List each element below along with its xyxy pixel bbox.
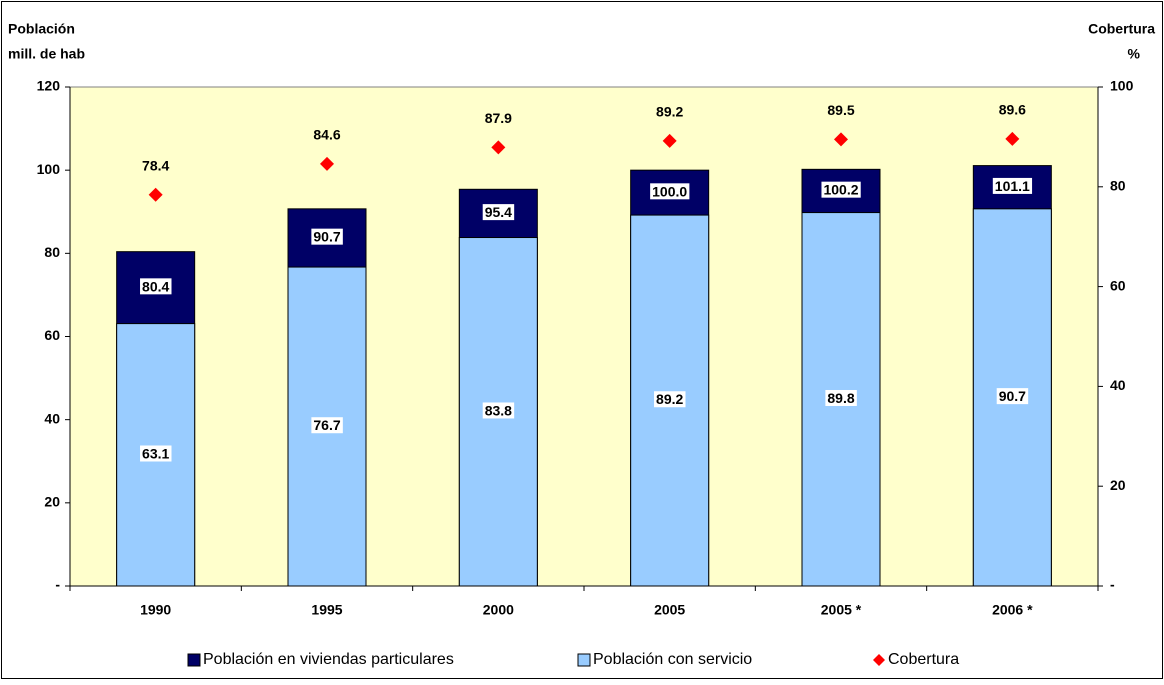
- legend-label: Población en viviendas particulares: [203, 651, 454, 668]
- x-tick-label: 1995: [311, 602, 342, 618]
- y-tick-label: 100: [37, 161, 61, 177]
- data-label-bg: [825, 389, 857, 406]
- data-label: 89.8: [827, 390, 854, 406]
- x-tick-label: 2000: [483, 602, 514, 618]
- data-label: 80.4: [142, 278, 169, 294]
- marker: [662, 133, 677, 148]
- y-axis-label: Población: [8, 21, 75, 37]
- x-tick-label: 2005: [654, 602, 685, 618]
- y-tick-label: 60: [44, 327, 60, 343]
- data-label: 101.1: [995, 178, 1030, 194]
- legend-label: Cobertura: [888, 651, 959, 668]
- data-label: 89.2: [656, 104, 683, 120]
- marker: [491, 140, 506, 155]
- plot-area: [69, 86, 1099, 587]
- y2-axis-label: Cobertura: [1088, 21, 1155, 37]
- data-label: 90.7: [999, 388, 1026, 404]
- y-tick-label: -: [55, 577, 60, 593]
- y2-tick-label: -: [1110, 577, 1115, 593]
- data-label-bg: [482, 204, 515, 221]
- data-label: 89.5: [827, 102, 854, 118]
- data-label-bg: [140, 278, 172, 295]
- y-tick-label: 20: [44, 494, 60, 510]
- x-tick-label: 2005 *: [821, 602, 862, 618]
- legend-swatch: [187, 653, 201, 667]
- x-tick-label: 1990: [140, 602, 171, 618]
- y2-axis-label: %: [1128, 46, 1141, 62]
- x-tick-label: 2006 *: [992, 602, 1033, 618]
- data-label: 89.6: [999, 102, 1026, 118]
- data-label: 63.1: [142, 446, 169, 462]
- marker: [320, 156, 334, 171]
- data-label-bg: [996, 388, 1029, 405]
- y-axis-label: mill. de hab: [8, 46, 85, 62]
- data-label-bg: [654, 391, 686, 408]
- legend-swatch: [873, 654, 885, 666]
- data-label-bg: [140, 445, 172, 462]
- y-tick-label: 40: [44, 410, 60, 426]
- y-tick-label: 120: [37, 78, 61, 94]
- data-label: 95.4: [485, 204, 512, 220]
- data-label-bg: [992, 177, 1033, 194]
- data-label: 90.7: [313, 229, 340, 245]
- data-label: 89.2: [656, 391, 683, 407]
- legend-swatch: [577, 653, 591, 667]
- y2-tick-label: 100: [1110, 78, 1134, 94]
- data-label-bg: [482, 402, 515, 419]
- y-tick-label: 80: [44, 244, 60, 260]
- legend-label: Población con servicio: [593, 651, 752, 668]
- data-label: 100.2: [823, 182, 858, 198]
- data-label: 100.0: [652, 183, 687, 199]
- data-label: 84.6: [313, 127, 340, 143]
- marker: [148, 187, 163, 202]
- marker: [1005, 131, 1020, 146]
- data-label-bg: [311, 228, 343, 245]
- y2-tick-label: 20: [1110, 477, 1126, 493]
- y2-tick-label: 60: [1110, 277, 1126, 293]
- y2-tick-label: 40: [1110, 377, 1126, 393]
- data-label-bg: [311, 417, 343, 434]
- data-label: 83.8: [485, 402, 512, 418]
- data-label-bg: [821, 181, 861, 198]
- data-label: 78.4: [142, 157, 169, 173]
- data-label: 76.7: [313, 417, 340, 433]
- data-label-bg: [650, 183, 690, 200]
- data-label: 87.9: [485, 110, 512, 126]
- y2-tick-label: 80: [1110, 178, 1126, 194]
- marker: [834, 132, 848, 147]
